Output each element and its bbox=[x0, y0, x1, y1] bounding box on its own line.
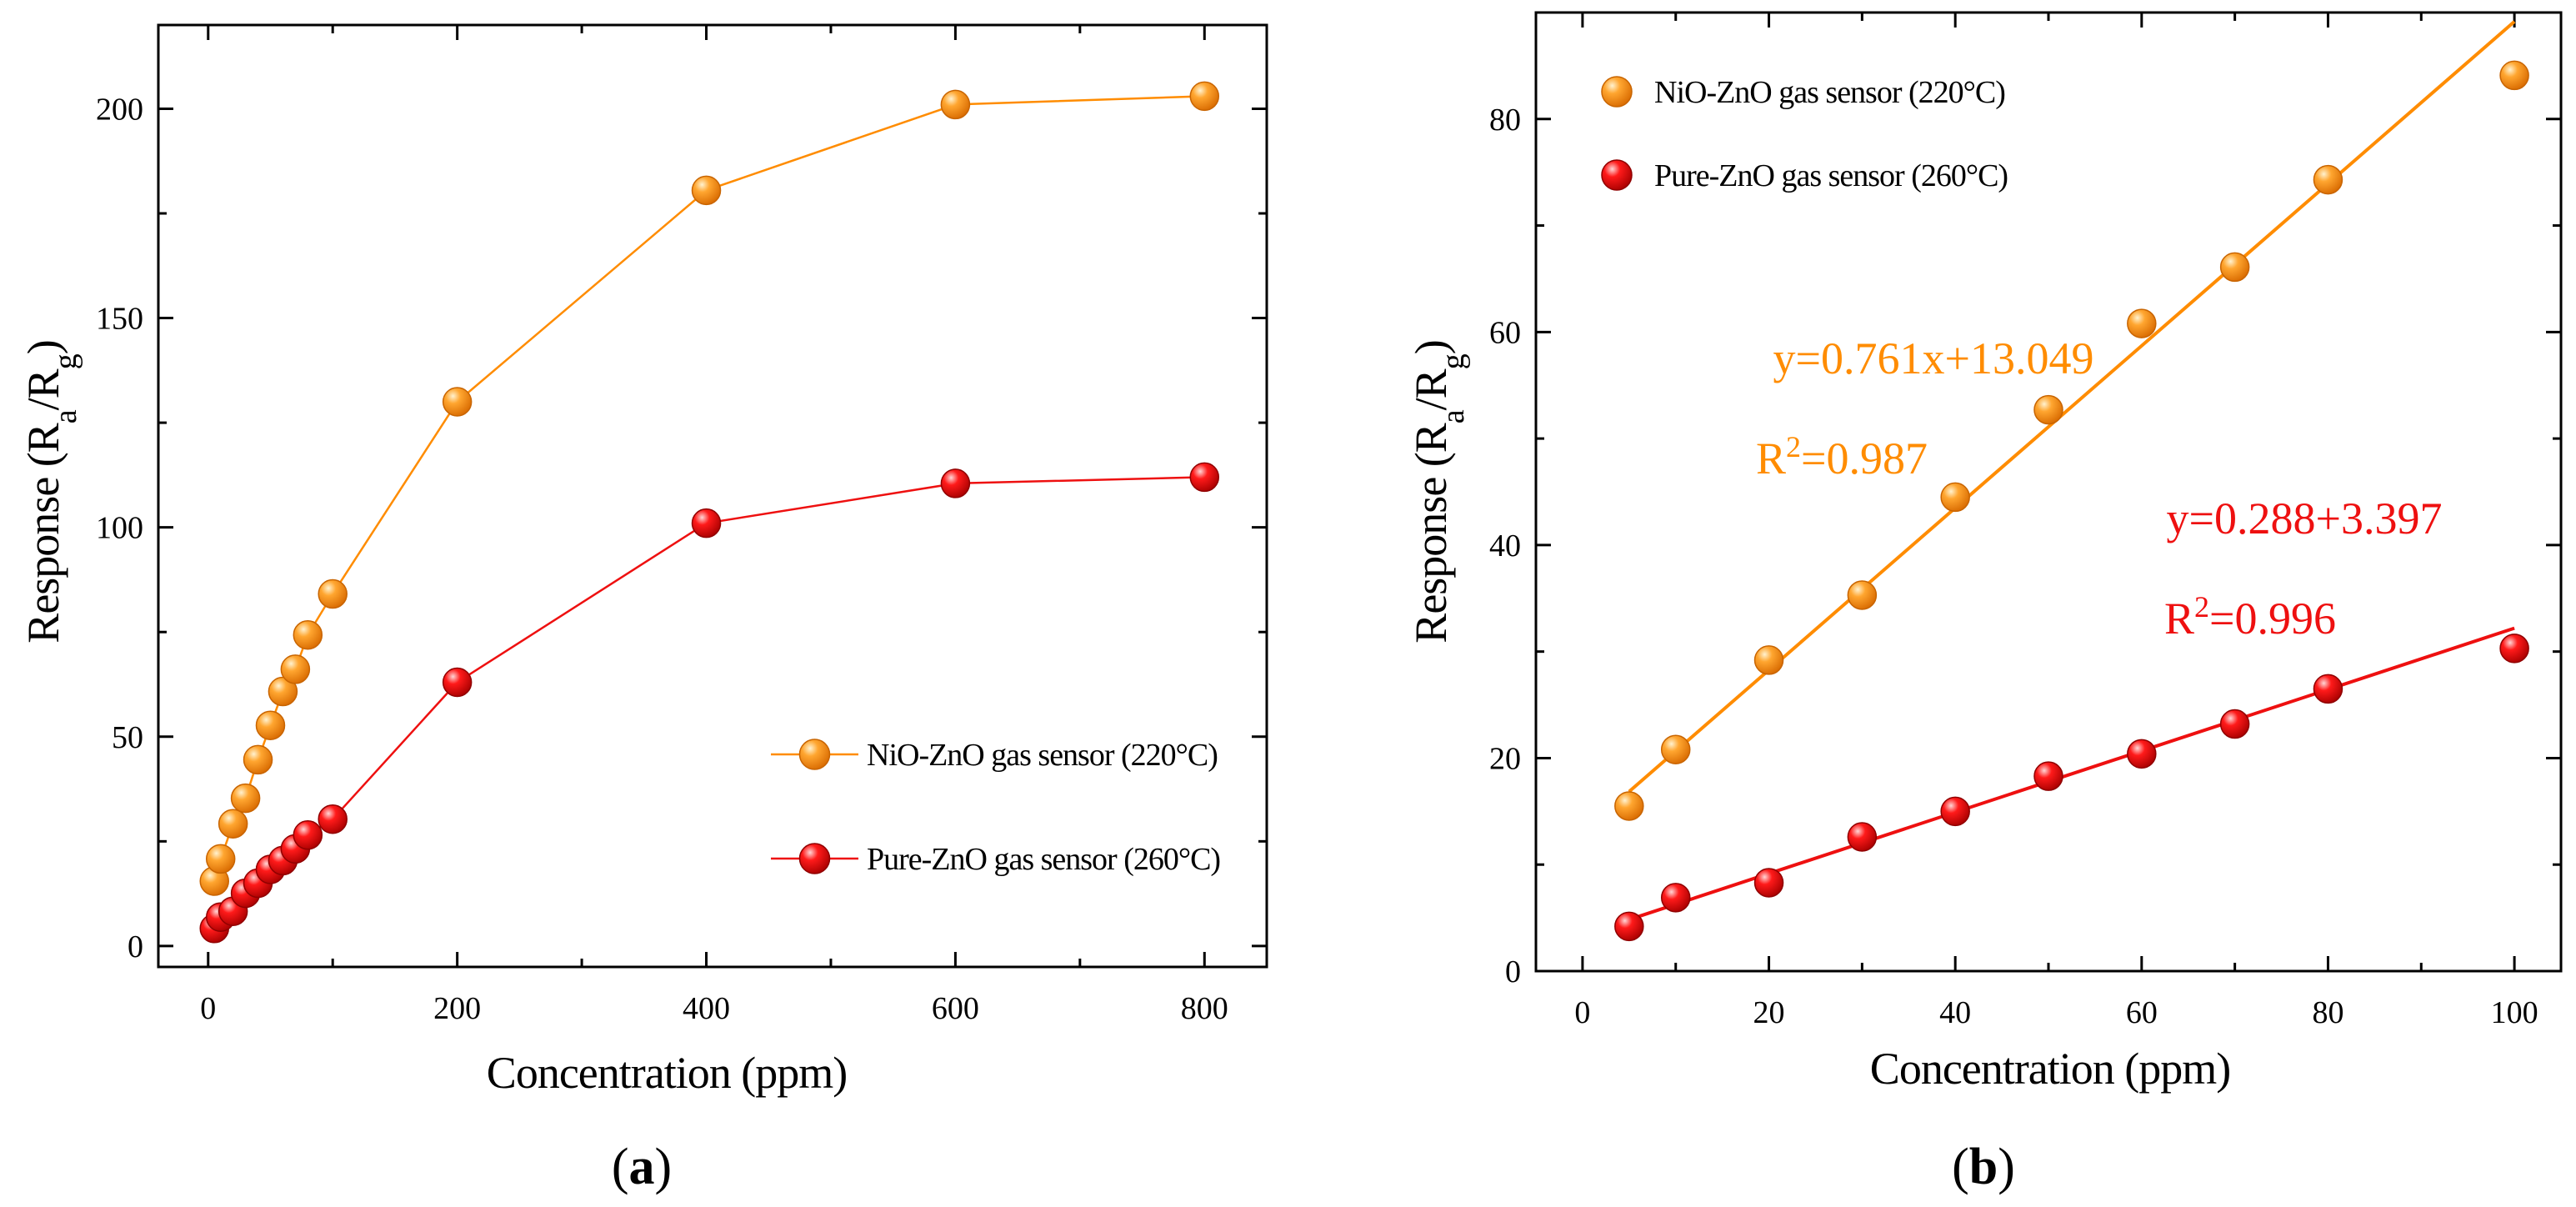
y-tick-label: 0 bbox=[128, 929, 143, 964]
data-point-series-0 bbox=[280, 654, 311, 684]
legend-marker-series-0 bbox=[1601, 76, 1633, 108]
panel-b: 0 20 40 60 80 100 0 20 40 60 80 NiO-ZnO gas sensor… bbox=[1406, 11, 2563, 1195]
r-squared-pure-zno: R2=0.996 bbox=[2164, 590, 2336, 644]
x-tick-label: 80 bbox=[2312, 995, 2343, 1030]
plot-frame-b bbox=[1534, 11, 2563, 973]
x-axis-title-a: Concentration (ppm) bbox=[487, 1048, 847, 1098]
y-axis-title-b: Response (Ra/Rg) bbox=[1406, 340, 1471, 643]
x-tick-label: 600 bbox=[932, 991, 979, 1026]
data-point-series-0 bbox=[1753, 645, 1784, 675]
data-point-series-1 bbox=[1940, 796, 1970, 827]
x-tick-label: 400 bbox=[683, 991, 730, 1026]
data-points-b bbox=[1614, 60, 2529, 942]
legend-label-series-1: Pure-ZnO gas sensor (260°C) bbox=[1654, 158, 2008, 193]
data-point-series-0 bbox=[205, 844, 236, 874]
legend-marker-series-1 bbox=[798, 843, 831, 874]
x-tick-label: 200 bbox=[433, 991, 481, 1026]
data-point-series-1 bbox=[2499, 634, 2529, 664]
legend-a: NiO-ZnO gas sensor (220°C) Pure-ZnO gas s… bbox=[771, 738, 1221, 877]
legend-label-series-0: NiO-ZnO gas sensor (220°C) bbox=[1654, 75, 2005, 110]
r-squared-nio-zno: R2=0.987 bbox=[1756, 430, 1928, 483]
equation-nio-zno: y=0.761x+13.049 bbox=[1773, 333, 2094, 383]
legend-marker-series-0 bbox=[798, 739, 831, 770]
data-point-series-1 bbox=[940, 468, 971, 498]
data-point-series-1 bbox=[318, 804, 348, 834]
panel-label-a: (a) bbox=[612, 1139, 672, 1195]
data-point-series-1 bbox=[1847, 822, 1878, 852]
plot-frame-a bbox=[157, 23, 1268, 969]
x-tick-label: 60 bbox=[2126, 995, 2158, 1030]
data-point-series-1 bbox=[2033, 761, 2063, 791]
legend-label-series-1: Pure-ZnO gas sensor (260°C) bbox=[867, 842, 1220, 877]
data-point-series-1 bbox=[2127, 739, 2157, 769]
data-point-series-0 bbox=[1614, 791, 1644, 821]
data-point-series-1 bbox=[1660, 883, 1691, 913]
x-tick-label: 0 bbox=[200, 991, 216, 1026]
data-point-series-0 bbox=[691, 175, 722, 206]
data-point-series-0 bbox=[218, 809, 248, 839]
data-point-series-0 bbox=[442, 387, 473, 417]
x-tick-label: 100 bbox=[2491, 995, 2538, 1030]
data-point-series-0 bbox=[1940, 482, 1970, 513]
data-point-series-0 bbox=[255, 710, 286, 740]
data-point-series-0 bbox=[268, 676, 298, 707]
y-tick-label: 20 bbox=[1489, 741, 1521, 776]
y-tick-label: 200 bbox=[96, 92, 143, 127]
y-tick-label: 40 bbox=[1489, 528, 1521, 563]
data-point-series-0 bbox=[293, 619, 323, 650]
legend-label-series-0: NiO-ZnO gas sensor (220°C) bbox=[867, 738, 1218, 773]
axis-ticks-a: 0 200 400 600 800 0 50 100 150 200 bbox=[96, 25, 1267, 1026]
legend-marker-series-1 bbox=[1601, 159, 1633, 191]
equation-pure-zno: y=0.288+3.397 bbox=[2167, 493, 2443, 543]
data-point-series-0 bbox=[2219, 252, 2250, 283]
y-tick-label: 80 bbox=[1489, 103, 1521, 138]
panel-a: 0 200 400 600 800 0 50 100 150 200 NiO-ZnO gas se… bbox=[18, 23, 1268, 1195]
x-tick-label: 20 bbox=[1753, 995, 1785, 1030]
data-point-series-1 bbox=[1189, 462, 1220, 493]
data-point-series-1 bbox=[1614, 911, 1644, 942]
y-axis-title-a: Response (Ra/Rg) bbox=[18, 340, 83, 643]
y-tick-label: 60 bbox=[1489, 315, 1521, 350]
data-point-series-0 bbox=[2127, 308, 2157, 338]
legend-b: NiO-ZnO gas sensor (220°C) Pure-ZnO gas s… bbox=[1601, 75, 2008, 193]
data-point-series-1 bbox=[2219, 709, 2250, 739]
y-tick-label: 50 bbox=[112, 720, 143, 755]
data-point-series-0 bbox=[243, 744, 273, 775]
fit-line-series-0 bbox=[1628, 20, 2516, 794]
data-point-series-0 bbox=[2313, 164, 2343, 195]
x-tick-label: 0 bbox=[1574, 995, 1590, 1030]
x-axis-title-b: Concentration (ppm) bbox=[1870, 1044, 2230, 1094]
data-point-series-0 bbox=[230, 783, 261, 814]
y-tick-label: 100 bbox=[96, 511, 143, 546]
data-point-series-0 bbox=[1189, 81, 1220, 112]
data-point-series-1 bbox=[1753, 868, 1784, 898]
x-tick-label: 40 bbox=[1939, 995, 1971, 1030]
data-point-series-1 bbox=[691, 508, 722, 538]
y-tick-label: 0 bbox=[1505, 954, 1521, 989]
data-point-series-1 bbox=[442, 667, 473, 698]
panel-label-b: (b) bbox=[1952, 1139, 2015, 1195]
data-point-series-0 bbox=[1660, 734, 1691, 764]
data-point-series-0 bbox=[2499, 60, 2529, 91]
y-tick-label: 150 bbox=[96, 302, 143, 337]
data-point-series-0 bbox=[318, 578, 348, 609]
data-point-series-0 bbox=[940, 89, 971, 120]
data-points-a bbox=[199, 81, 1220, 944]
data-point-series-0 bbox=[2033, 394, 2063, 425]
data-point-series-1 bbox=[293, 820, 323, 850]
x-tick-label: 800 bbox=[1181, 991, 1228, 1026]
axis-ticks-b: 0 20 40 60 80 100 0 20 40 60 80 bbox=[1489, 13, 2561, 1030]
data-point-series-1 bbox=[2313, 674, 2343, 704]
data-point-series-0 bbox=[1847, 580, 1878, 610]
